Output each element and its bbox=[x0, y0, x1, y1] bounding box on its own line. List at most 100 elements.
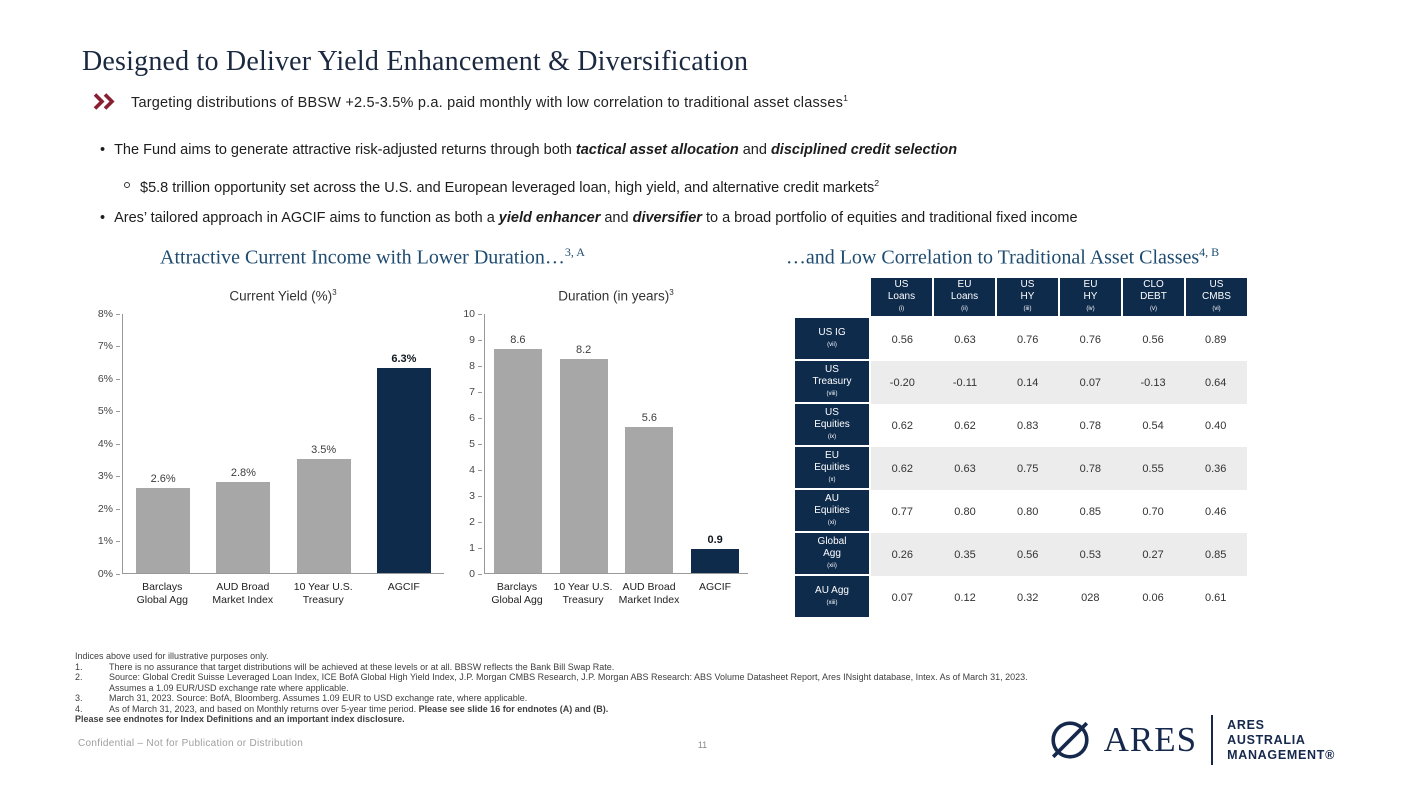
correlation-value-cell: 0.56 bbox=[1016, 548, 1039, 561]
bar-group: 5.6 bbox=[617, 314, 683, 573]
left-heading-text: Attractive Current Income with Lower Dur… bbox=[160, 246, 565, 269]
column-header-cell: US HY (iii) bbox=[997, 278, 1058, 316]
right-heading-text: …and Low Correlation to Traditional Asse… bbox=[785, 246, 1200, 269]
tagline-text: Targeting distributions of BBSW +2.5-3.5… bbox=[131, 93, 848, 111]
tagline-superscript: 1 bbox=[843, 93, 849, 103]
row-header-cell: AU Equities (xi) bbox=[795, 490, 869, 531]
plot-row: 0% 1% 2% 3% 4% 5% 6% 7% 8% 2.6% 2.8% 3.5% 6.3% bbox=[86, 308, 444, 579]
highlight-bar bbox=[376, 367, 431, 573]
y-axis-tick-label: 8 bbox=[469, 360, 482, 371]
table-row: EU Equities (x) 0.62 0.63 0.75 0.78 0.55 0.36 bbox=[795, 447, 1247, 490]
footnote-item: Assumes a 1.09 EUR/USD exchange rate whe… bbox=[75, 683, 1360, 694]
bullet-fund-aims: • The Fund aims to generate attractive r… bbox=[100, 141, 1370, 159]
double-chevron-icon bbox=[93, 93, 115, 111]
footnote-number bbox=[75, 683, 109, 694]
current-yield-bar-chart: Current Yield (%)3 0% 1% 2% 3% 4% 5% 6% 7% 8% 2.… bbox=[86, 288, 444, 607]
bar-value-label: 0.9 bbox=[707, 534, 723, 547]
correlation-value-cell: 0.26 bbox=[891, 548, 914, 561]
y-axis-tick-label: 7% bbox=[98, 341, 120, 352]
footnote-number: 4. bbox=[75, 703, 83, 714]
footnotes: Indices above used for illustrative purp… bbox=[75, 651, 1360, 725]
tagline-main: Targeting distributions of BBSW +2.5-3.5… bbox=[131, 94, 844, 111]
right-section-heading: …and Low Correlation to Traditional Asse… bbox=[755, 245, 1250, 270]
row-values: -0.20 -0.11 0.14 0.07 -0.13 0.64 bbox=[871, 361, 1247, 404]
table-row: US Equities (ix) 0.62 0.62 0.83 0.78 0.54 0.40 bbox=[795, 404, 1247, 447]
correlation-value-cell: 0.12 bbox=[954, 591, 976, 604]
bar-value-label: 5.6 bbox=[641, 411, 658, 424]
footnote-number: 2. bbox=[75, 672, 83, 682]
plot-row: 0 1 2 3 4 5 6 7 8 9 10 8.6 8.2 5.6 0.9 bbox=[448, 308, 748, 579]
logo-sub-line: ARES bbox=[1227, 717, 1265, 732]
sub-bullet-main: $5.8 trillion opportunity set across the… bbox=[140, 179, 875, 196]
correlation-value-cell: 0.78 bbox=[1079, 419, 1102, 432]
correlation-value-cell: 0.56 bbox=[891, 333, 914, 346]
y-axis-tick-label: 4% bbox=[98, 438, 120, 449]
confidential-notice: Confidential – Not for Publication or Di… bbox=[78, 738, 304, 749]
plot-area: 8.6 8.2 5.6 0.9 bbox=[484, 313, 748, 574]
table-row: AU Equities (xi) 0.77 0.80 0.80 0.85 0.70 0.46 bbox=[795, 490, 1247, 533]
table-corner-cell bbox=[795, 278, 871, 318]
correlation-value-cell: 0.06 bbox=[1142, 591, 1164, 604]
correlation-value-cell: 028 bbox=[1081, 591, 1100, 604]
bullet-text-pre: Ares’ tailored approach in AGCIF aims to… bbox=[114, 209, 499, 226]
y-axis-tick-label: 5% bbox=[98, 406, 120, 417]
table-row: US Treasury (viii) -0.20 -0.11 0.14 0.07 -0.13 0… bbox=[795, 361, 1247, 404]
sub-bullet-text: $5.8 trillion opportunity set across the… bbox=[140, 174, 879, 197]
bullet-list: • The Fund aims to generate attractive r… bbox=[100, 141, 1370, 242]
y-axis-tick-label: 2 bbox=[469, 516, 482, 527]
ares-logo: ARES ARES AUSTRALIA MANAGEMENT® bbox=[1046, 715, 1335, 765]
y-axis-tick-label: 2% bbox=[98, 503, 120, 514]
y-axis-tick-label: 7 bbox=[469, 386, 482, 397]
bar bbox=[136, 488, 191, 573]
row-values: 0.77 0.80 0.80 0.85 0.70 0.46 bbox=[871, 490, 1247, 533]
x-axis-labels: Barclays Global Agg AUD Broad Market Index 1… bbox=[122, 581, 444, 607]
bar-value-label: 2.8% bbox=[230, 466, 256, 479]
table-header-row: US Loans (i) EU Loans (ii) US HY (iii) EU HY (iv) CL… bbox=[795, 278, 1247, 318]
bullet-text-pre: The Fund aims to generate attractive ris… bbox=[114, 142, 576, 158]
correlation-value-cell: 0.07 bbox=[1079, 376, 1102, 389]
x-axis-category-label: AUD Broad Market Index bbox=[618, 580, 680, 606]
row-values: 0.62 0.63 0.75 0.78 0.55 0.36 bbox=[871, 447, 1247, 490]
footnote-items: 1. There is no assurance that target dist… bbox=[75, 662, 1360, 715]
x-axis-category-label: AUD Broad Market Index bbox=[212, 580, 274, 606]
ares-globe-icon bbox=[1051, 721, 1089, 759]
y-axis-tick-label: 4 bbox=[469, 464, 482, 475]
duration-bar-chart: Duration (in years)3 0 1 2 3 4 5 6 7 8 9 10 8.6 8.2… bbox=[448, 288, 748, 607]
chart-title-text: Duration (in years) bbox=[558, 288, 670, 304]
row-values: 0.07 0.12 0.32 028 0.06 0.61 bbox=[871, 576, 1247, 619]
correlation-value-cell: 0.75 bbox=[1016, 462, 1039, 475]
sub-bullet-opportunity: $5.8 trillion opportunity set across the… bbox=[124, 174, 1370, 197]
footnote-text: Assumes a 1.09 EUR/USD exchange rate whe… bbox=[109, 682, 349, 693]
bars: 2.6% 2.8% 3.5% 6.3% bbox=[123, 314, 444, 573]
row-header-cell: Global Agg (xii) bbox=[795, 533, 869, 574]
bar-group: 2.6% bbox=[123, 314, 203, 573]
bullet-emphasis: tactical asset allocation bbox=[575, 142, 739, 158]
x-axis-category-label: Barclays Global Agg bbox=[136, 580, 188, 606]
bullet-text-mid: and bbox=[738, 142, 771, 158]
y-axis-tick-label: 1% bbox=[98, 536, 120, 547]
row-values: 0.62 0.62 0.83 0.78 0.54 0.40 bbox=[871, 404, 1247, 447]
correlation-value-cell: 0.36 bbox=[1204, 462, 1227, 475]
y-axis-tick-label: 10 bbox=[463, 308, 482, 319]
x-axis-category-label: Barclays Global Agg bbox=[491, 580, 543, 606]
bullet-text: Ares’ tailored approach in AGCIF aims to… bbox=[114, 209, 1077, 227]
bar-value-label: 6.3% bbox=[391, 352, 417, 365]
sub-bullet-marker bbox=[124, 182, 130, 189]
tagline-row: Targeting distributions of BBSW +2.5-3.5… bbox=[93, 93, 848, 111]
correlation-value-cell: 0.61 bbox=[1204, 591, 1227, 604]
y-axis-tick-label: 9 bbox=[469, 334, 482, 345]
correlation-value-cell: 0.62 bbox=[891, 419, 914, 432]
correlation-value-cell: 0.64 bbox=[1204, 376, 1227, 389]
bar-value-label: 8.2 bbox=[575, 344, 592, 357]
bullet-dot: • bbox=[100, 209, 106, 226]
footnote-number: 1. bbox=[75, 661, 83, 672]
y-axis-tick-label: 5 bbox=[469, 438, 482, 449]
row-values: 0.26 0.35 0.56 0.53 0.27 0.85 bbox=[871, 533, 1247, 576]
y-axis-tick-label: 0% bbox=[98, 568, 120, 579]
correlation-value-cell: 0.46 bbox=[1204, 505, 1227, 518]
bar-group: 3.5% bbox=[284, 314, 364, 573]
bar bbox=[559, 359, 608, 573]
bullet-dot: • bbox=[100, 142, 106, 158]
bar-value-label: 2.6% bbox=[150, 473, 176, 485]
